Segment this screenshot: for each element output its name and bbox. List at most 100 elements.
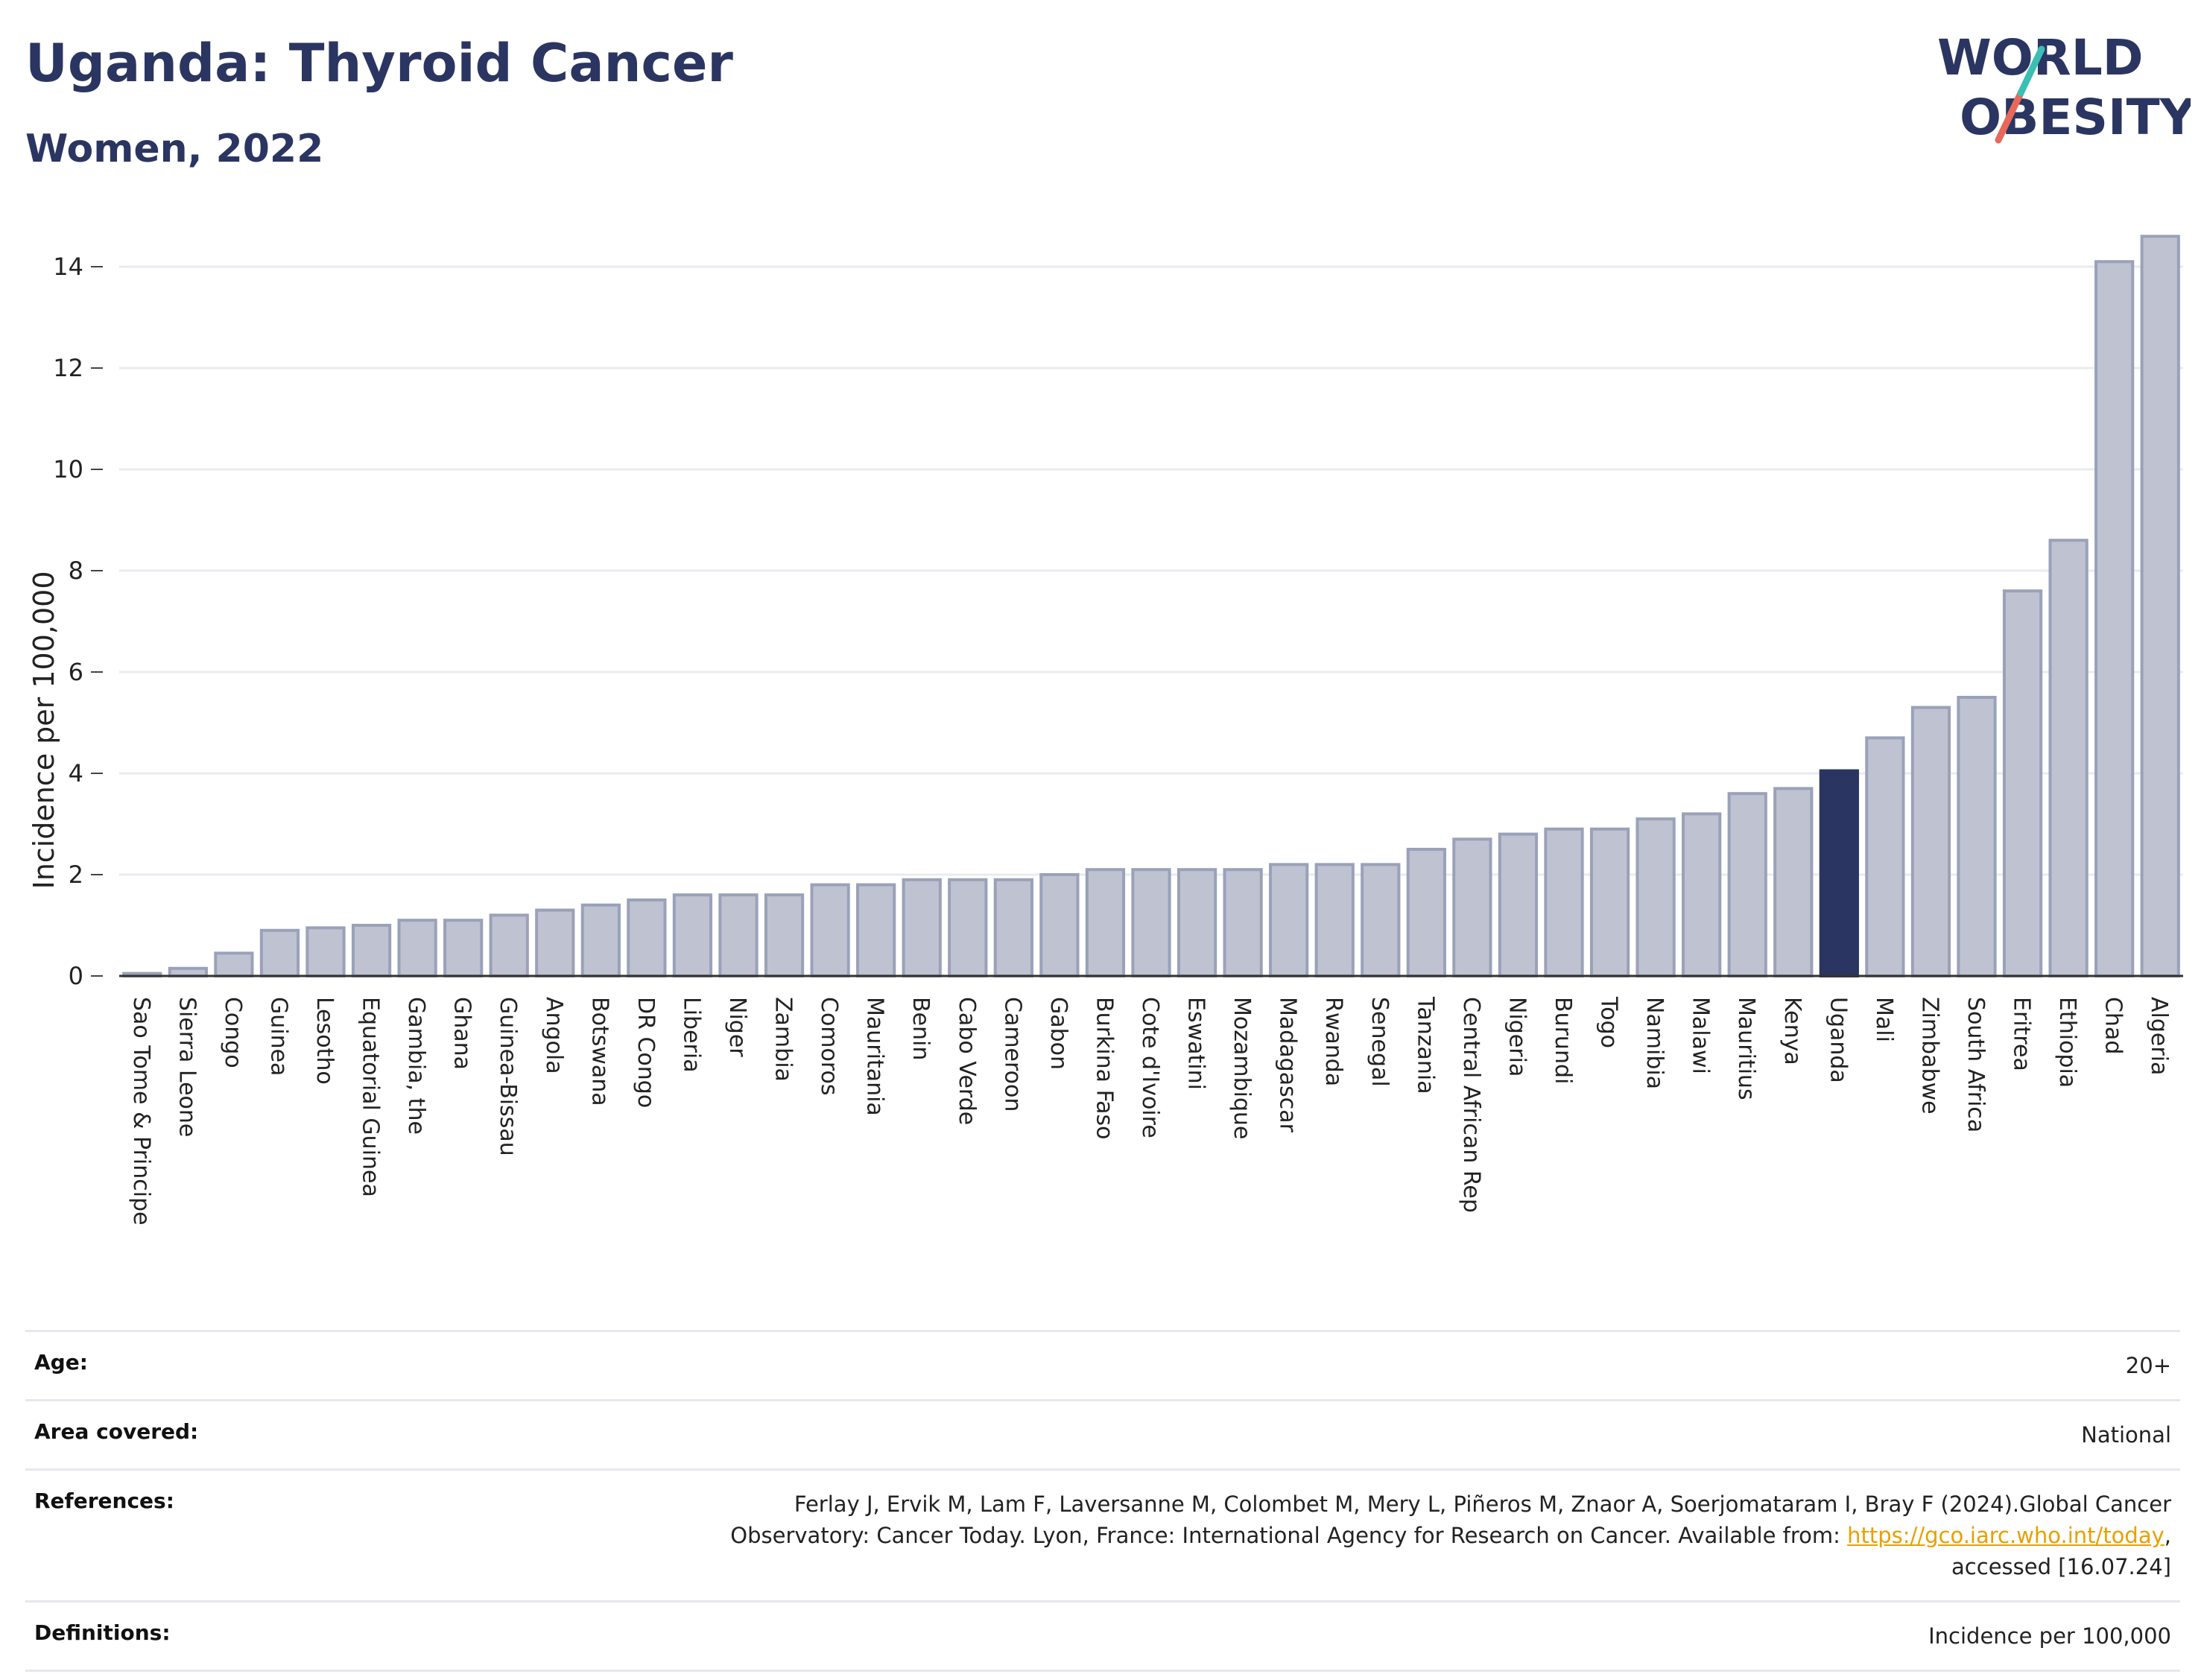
y-tick-label-1: 2 bbox=[69, 860, 83, 889]
x-tick-label-3: Guinea bbox=[265, 997, 291, 1076]
y-tick-label-0: 0 bbox=[69, 962, 83, 990]
reference-link[interactable]: https://gco.iarc.who.int/today bbox=[1847, 1523, 2165, 1549]
logo-slash-teal bbox=[2017, 45, 2045, 97]
info-value-age: 20+ bbox=[2125, 1353, 2171, 1378]
bar-south-africa bbox=[1957, 696, 1997, 977]
x-tick-label-20: Gabon bbox=[1045, 997, 1071, 1070]
bar-benin bbox=[902, 878, 942, 977]
info-table: Age: 20+ Area covered: National Referenc… bbox=[25, 1330, 2180, 1673]
bar-kenya bbox=[1773, 787, 1814, 978]
x-tick-label-2: Congo bbox=[220, 997, 246, 1068]
x-tick-label-43: Chad bbox=[2100, 997, 2127, 1054]
x-tick-label-15: Comoros bbox=[816, 997, 842, 1096]
bar-togo bbox=[1589, 827, 1630, 977]
world-obesity-logo: WORLD OBESITY bbox=[1937, 29, 2191, 146]
bar-mali bbox=[1865, 736, 1905, 978]
x-tick-label-23: Eswatini bbox=[1183, 997, 1209, 1090]
bar-guinea bbox=[259, 928, 300, 977]
bar-equatorial-guinea bbox=[351, 924, 392, 977]
bar-gabon bbox=[1039, 873, 1080, 977]
x-tick-label-8: Guinea-Bissau bbox=[495, 997, 521, 1156]
bar-madagascar bbox=[1269, 863, 1309, 978]
x-tick-label-34: Malawi bbox=[1688, 997, 1714, 1074]
info-key-area: Area covered: bbox=[34, 1419, 199, 1445]
x-tick-label-39: Zimbabwe bbox=[1916, 997, 1942, 1115]
bar-botswana bbox=[580, 903, 621, 977]
x-tick-label-42: Ethiopia bbox=[2054, 997, 2080, 1088]
y-tick-label-3: 6 bbox=[69, 658, 83, 686]
x-tick-label-37: Uganda bbox=[1825, 997, 1851, 1083]
x-tick-label-14: Zambia bbox=[770, 997, 797, 1082]
y-tick-label-5: 10 bbox=[53, 455, 83, 484]
bar-mauritania bbox=[856, 883, 896, 977]
bars bbox=[122, 235, 2180, 978]
bar-comoros bbox=[810, 883, 850, 977]
x-tick-label-25: Madagascar bbox=[1275, 997, 1301, 1133]
x-tick-label-29: Central African Rep bbox=[1458, 997, 1484, 1213]
x-tick-label-11: DR Congo bbox=[633, 997, 659, 1108]
x-tick-label-21: Burkina Faso bbox=[1091, 997, 1117, 1139]
bar-ghana bbox=[443, 919, 484, 978]
bar-burundi bbox=[1544, 827, 1584, 977]
y-tick-label-6: 12 bbox=[53, 354, 83, 382]
bar-guinea-bissau bbox=[489, 913, 529, 978]
info-row-references: References: Ferlay J, Ervik M, Lam F, La… bbox=[25, 1468, 2180, 1600]
info-row-area: Area covered: National bbox=[25, 1399, 2180, 1468]
x-tick-label-4: Lesotho bbox=[311, 997, 338, 1085]
x-tick-label-32: Togo bbox=[1596, 996, 1622, 1048]
x-tick-label-12: Liberia bbox=[678, 997, 704, 1073]
info-value-definitions: Incidence per 100,000 bbox=[1928, 1623, 2171, 1649]
bar-niger bbox=[718, 893, 759, 978]
bar-ethiopia bbox=[2048, 539, 2089, 977]
bar-cote-d-ivoire bbox=[1131, 868, 1171, 978]
x-tick-label-22: Cote d'Ivoire bbox=[1137, 997, 1163, 1138]
x-tick-label-16: Mauritania bbox=[862, 997, 888, 1116]
bar-dr-congo bbox=[627, 898, 667, 977]
axes: 0 2 4 6 8 10 12 14 Sao Tome & Principe Sierra Leo… bbox=[53, 253, 2183, 1226]
bar-chad bbox=[2094, 260, 2135, 977]
x-tick-label-17: Benin bbox=[908, 997, 934, 1060]
bar-cameroon bbox=[993, 878, 1033, 977]
bar-algeria bbox=[2140, 235, 2180, 977]
bar-congo bbox=[214, 951, 254, 978]
logo-slash-coral bbox=[1995, 89, 2024, 144]
x-tick-label-31: Burundi bbox=[1550, 997, 1576, 1084]
bar-rwanda bbox=[1314, 863, 1355, 978]
bar-liberia bbox=[672, 893, 713, 978]
x-tick-label-6: Gambia, the bbox=[403, 997, 429, 1135]
bar-mozambique bbox=[1223, 868, 1263, 978]
bar-angola bbox=[535, 908, 575, 977]
bar-burkina-faso bbox=[1085, 868, 1126, 978]
chart-subtitle: Women, 2022 bbox=[25, 127, 324, 171]
chart-title: Uganda: Thyroid Cancer bbox=[25, 33, 733, 94]
x-tick-label-35: Mauritius bbox=[1733, 997, 1759, 1100]
bar-lesotho bbox=[305, 926, 346, 978]
x-tick-label-19: Cameroon bbox=[999, 997, 1025, 1112]
bar-mauritius bbox=[1727, 792, 1767, 978]
bar-chart: 0 2 4 6 8 10 12 14 Sao Tome & Principe Sierra Leo… bbox=[28, 235, 2183, 1226]
bar-namibia bbox=[1635, 817, 1676, 978]
bar-uganda bbox=[1819, 769, 1859, 977]
info-key-references: References: bbox=[34, 1489, 174, 1514]
bar-nigeria bbox=[1498, 832, 1539, 977]
bar-eritrea bbox=[2002, 589, 2043, 977]
info-key-definitions: Definitions: bbox=[34, 1620, 171, 1646]
y-axis-title: Incidence per 100,000 bbox=[28, 571, 60, 889]
x-tick-label-7: Ghana bbox=[449, 997, 475, 1070]
bar-malawi bbox=[1682, 812, 1722, 978]
y-tick-label-4: 8 bbox=[69, 557, 83, 585]
info-row-definitions: Definitions: Incidence per 100,000 bbox=[25, 1600, 2180, 1673]
bar-senegal bbox=[1361, 863, 1401, 978]
bar-central-african-rep bbox=[1452, 837, 1492, 978]
info-value-references: Ferlay J, Ervik M, Lam F, Laversanne M, … bbox=[681, 1489, 2171, 1582]
x-tick-label-36: Kenya bbox=[1779, 997, 1805, 1065]
info-key-age: Age: bbox=[34, 1350, 88, 1375]
x-tick-label-5: Equatorial Guinea bbox=[358, 997, 384, 1197]
x-tick-label-27: Senegal bbox=[1367, 997, 1393, 1087]
y-tick-label-7: 14 bbox=[53, 253, 83, 281]
bar-eswatini bbox=[1177, 868, 1217, 978]
bar-tanzania bbox=[1406, 848, 1446, 977]
bar-gambia-the bbox=[397, 919, 437, 978]
x-tick-label-10: Botswana bbox=[586, 997, 612, 1106]
x-tick-label-28: Tanzania bbox=[1412, 996, 1438, 1094]
